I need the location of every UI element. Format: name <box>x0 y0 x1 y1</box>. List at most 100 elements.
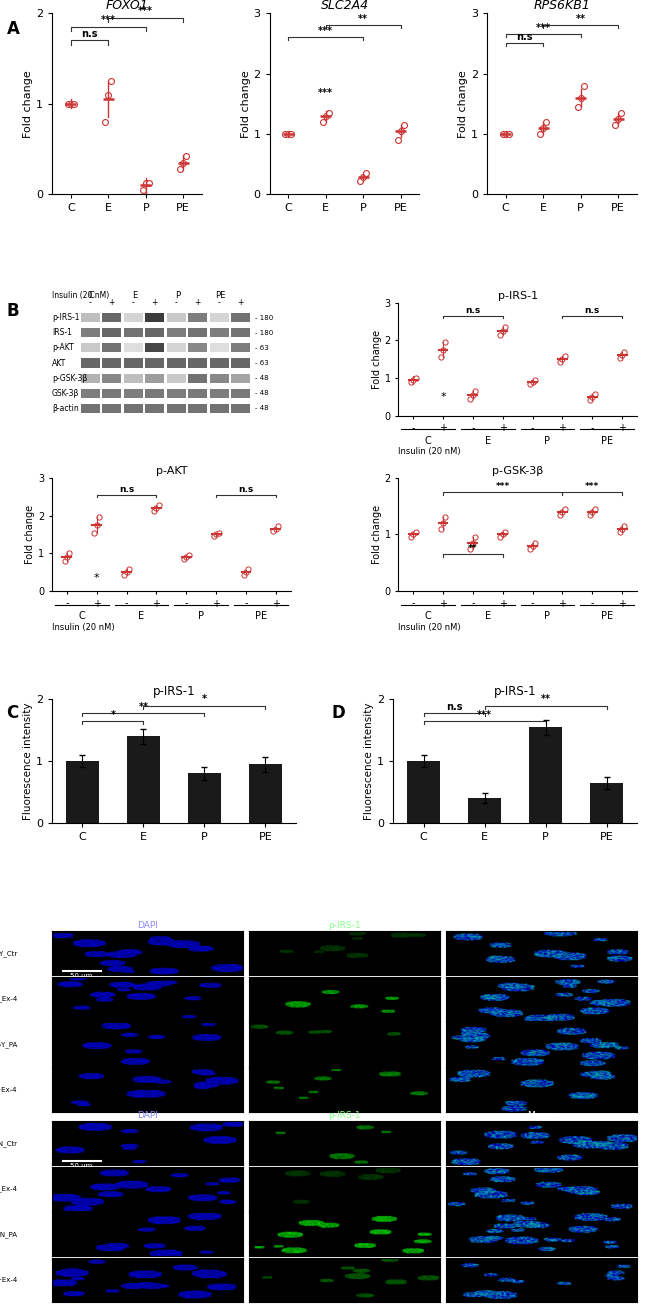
Point <box>584 504 595 525</box>
Text: E: E <box>138 611 144 621</box>
Bar <box>188 343 207 352</box>
Text: - 48: - 48 <box>255 405 268 412</box>
Y-axis label: PCN_PA+Ex-4: PCN_PA+Ex-4 <box>0 1277 18 1283</box>
Text: n.s: n.s <box>516 32 533 42</box>
Point <box>587 387 597 408</box>
Text: - 180: - 180 <box>255 314 273 321</box>
Bar <box>81 313 99 322</box>
Point <box>410 368 421 389</box>
Text: -: - <box>132 299 135 308</box>
Point <box>406 371 416 392</box>
Text: P: P <box>198 611 204 621</box>
Text: β-actin: β-actin <box>52 404 79 413</box>
Text: Insulin (20 nM): Insulin (20 nM) <box>52 622 114 631</box>
Point <box>557 501 567 522</box>
Point <box>560 346 570 367</box>
Point <box>613 108 623 129</box>
Text: IRS-1: IRS-1 <box>52 329 72 338</box>
Point <box>140 174 151 195</box>
Title: p-AKT: p-AKT <box>155 466 187 476</box>
Text: p-AKT: p-AKT <box>52 343 73 352</box>
Point <box>396 121 406 142</box>
Text: D: D <box>332 704 345 722</box>
Point <box>358 167 369 188</box>
Bar <box>166 329 186 338</box>
Title: DAPI: DAPI <box>137 922 158 931</box>
Text: n.s: n.s <box>81 29 98 38</box>
Y-axis label: SH-SY5Y_PA+Ex-4: SH-SY5Y_PA+Ex-4 <box>0 1086 18 1093</box>
Bar <box>188 359 207 367</box>
Text: PE: PE <box>255 611 267 621</box>
Point <box>408 523 419 544</box>
Point <box>610 114 621 135</box>
Point <box>527 535 538 556</box>
Point <box>467 533 478 554</box>
Bar <box>166 359 186 367</box>
Title: p-IRS-1: p-IRS-1 <box>328 922 361 931</box>
Point <box>495 325 506 346</box>
Bar <box>81 359 99 367</box>
Text: +: + <box>151 299 158 308</box>
Point <box>438 513 448 534</box>
Point <box>573 96 583 117</box>
Point <box>62 93 73 114</box>
Point <box>318 112 328 133</box>
Text: ***: *** <box>536 24 551 33</box>
Text: *: * <box>202 694 207 705</box>
Point <box>406 527 416 548</box>
Text: *: * <box>94 573 99 583</box>
Bar <box>188 373 207 383</box>
Point <box>590 498 600 519</box>
Point <box>500 521 510 542</box>
Text: - 48: - 48 <box>255 391 268 396</box>
Bar <box>124 343 143 352</box>
Bar <box>81 404 99 413</box>
Point <box>324 103 334 124</box>
Text: n.s: n.s <box>119 485 135 494</box>
Bar <box>81 329 99 338</box>
Bar <box>188 404 207 413</box>
Y-axis label: Fold change: Fold change <box>372 330 382 389</box>
Bar <box>145 373 164 383</box>
Point <box>286 124 296 145</box>
Y-axis label: Fold change: Fold change <box>240 70 250 138</box>
Bar <box>231 343 250 352</box>
Point <box>530 533 540 554</box>
Text: ***: *** <box>101 14 116 25</box>
Text: -: - <box>218 299 220 308</box>
Text: **: ** <box>576 14 586 24</box>
Text: - 63: - 63 <box>255 360 268 366</box>
Point <box>555 504 566 525</box>
Point <box>470 527 480 548</box>
Text: +: + <box>109 299 115 308</box>
Y-axis label: Fold change: Fold change <box>25 505 35 564</box>
Point <box>181 146 192 167</box>
Point <box>103 84 114 105</box>
Text: C: C <box>79 611 85 621</box>
Title: Merge: Merge <box>527 922 556 931</box>
Text: p-IRS-1: p-IRS-1 <box>52 313 79 322</box>
Text: -: - <box>175 299 177 308</box>
Bar <box>145 329 164 338</box>
Bar <box>102 313 122 322</box>
Y-axis label: Fold change: Fold change <box>458 70 468 138</box>
Text: 50 μm: 50 μm <box>70 973 93 980</box>
Bar <box>124 313 143 322</box>
Point <box>64 543 75 564</box>
Bar <box>127 736 160 823</box>
Point <box>525 373 536 394</box>
Text: PE: PE <box>601 611 613 621</box>
Point <box>209 526 219 547</box>
Text: PE: PE <box>601 437 613 446</box>
Text: ***: *** <box>318 88 333 97</box>
Y-axis label: Fluorescence intensity: Fluorescence intensity <box>23 702 33 819</box>
Point <box>268 521 279 542</box>
Bar <box>81 373 99 383</box>
Title: p-IRS-1: p-IRS-1 <box>153 685 195 698</box>
Text: C: C <box>424 437 432 446</box>
Bar <box>209 359 229 367</box>
Title: Merge: Merge <box>527 1111 556 1120</box>
Text: Insulin (20 nM): Insulin (20 nM) <box>398 447 461 456</box>
Text: C: C <box>6 704 19 722</box>
Y-axis label: SH-SY5Y_PA: SH-SY5Y_PA <box>0 1041 18 1048</box>
